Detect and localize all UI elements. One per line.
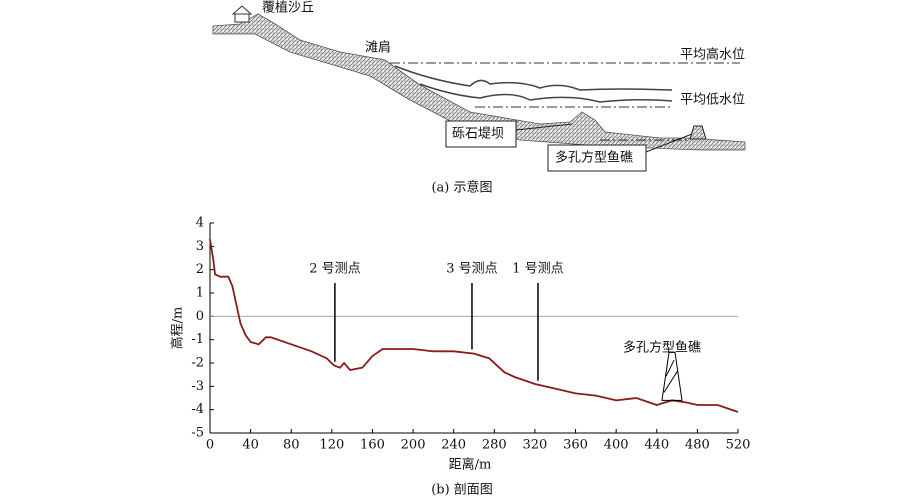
label: 砾石堤坝 xyxy=(452,127,504,142)
x-tick-label: 200 xyxy=(401,438,426,453)
profile-line xyxy=(209,239,739,413)
annotation-label: 1 号测点 xyxy=(512,262,563,277)
y-tick-label: -4 xyxy=(191,402,204,417)
x-tick-label: 240 xyxy=(441,438,466,453)
label: 平均低水位 xyxy=(680,93,745,108)
x-tick-label: 520 xyxy=(726,438,751,453)
house xyxy=(231,5,253,23)
y-tick-label: 3 xyxy=(196,239,204,254)
annotation-label: 3 号测点 xyxy=(446,262,497,277)
wave xyxy=(419,83,673,103)
wave xyxy=(394,65,673,91)
caption: (a) 示意图 xyxy=(431,180,492,196)
reef-shape xyxy=(661,351,683,401)
label: 滩肩 xyxy=(365,40,391,56)
reef-block xyxy=(689,125,707,140)
x-tick-label: 0 xyxy=(206,438,214,453)
x-tick-label: 360 xyxy=(563,438,588,453)
y-tick-label: 4 xyxy=(196,216,204,231)
x-tick-label: 160 xyxy=(360,438,385,453)
y-axis-title: 高程/m xyxy=(170,307,186,350)
y-tick-label: 2 xyxy=(196,262,204,277)
schematic: 覆植沙丘 滩肩 平均高水位 平均低水位 砾石堤坝 多孔方型鱼礁 (a) 示意图 xyxy=(212,1,746,196)
x-tick-label: 400 xyxy=(604,438,629,453)
reef-label: 多孔方型鱼礁 xyxy=(623,340,701,356)
label: 平均高水位 xyxy=(680,47,745,63)
y-tick-label: -5 xyxy=(191,426,204,441)
x-axis-title: 距离/m xyxy=(449,457,492,473)
y-tick-label: 0 xyxy=(196,309,204,324)
pointer xyxy=(515,123,573,131)
x-tick-label: 320 xyxy=(523,438,548,453)
label: 多孔方型鱼礁 xyxy=(555,150,633,166)
y-tick-label: -3 xyxy=(191,379,204,394)
x-tick-label: 40 xyxy=(242,438,259,453)
x-tick-label: 280 xyxy=(482,438,507,453)
annotation-label: 2 号测点 xyxy=(309,262,360,277)
y-tick-label: -1 xyxy=(191,332,204,347)
x-tick-label: 80 xyxy=(283,438,300,453)
label-box xyxy=(547,144,647,172)
pointer xyxy=(645,133,693,153)
x-tick-label: 440 xyxy=(644,438,669,453)
label: 覆植沙丘 xyxy=(262,1,314,16)
caption: (b) 剖面图 xyxy=(431,483,493,498)
x-tick-label: 120 xyxy=(319,438,344,453)
y-tick-label: 1 xyxy=(196,286,204,301)
label-box xyxy=(445,120,517,148)
y-tick-label: -2 xyxy=(191,356,204,371)
x-tick-label: 480 xyxy=(685,438,710,453)
